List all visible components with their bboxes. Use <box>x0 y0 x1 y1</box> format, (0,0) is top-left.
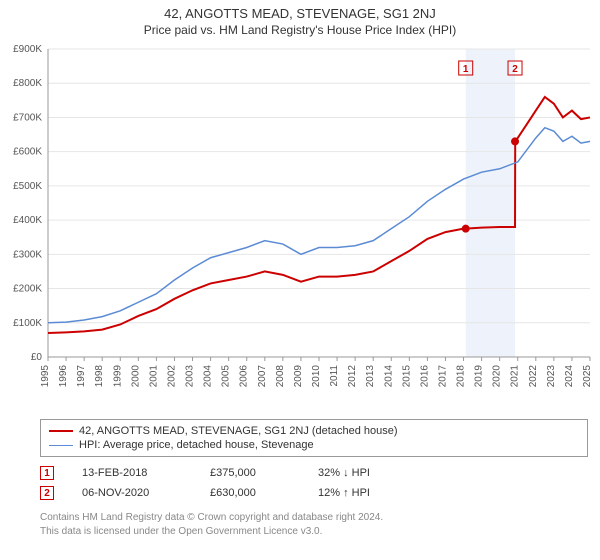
legend-swatch <box>49 445 73 446</box>
marker-date: 13-FEB-2018 <box>82 467 182 479</box>
svg-text:2000: 2000 <box>130 365 141 388</box>
svg-text:2018: 2018 <box>456 365 467 388</box>
svg-text:£0: £0 <box>31 352 43 363</box>
marker-price: £375,000 <box>210 467 290 479</box>
marker-point <box>511 137 519 145</box>
svg-text:2021: 2021 <box>510 365 521 388</box>
marker-number-box: 1 <box>40 466 54 480</box>
svg-text:£700K: £700K <box>13 112 42 123</box>
legend-label: 42, ANGOTTS MEAD, STEVENAGE, SG1 2NJ (de… <box>79 425 398 437</box>
legend-item: 42, ANGOTTS MEAD, STEVENAGE, SG1 2NJ (de… <box>49 424 579 438</box>
svg-text:2022: 2022 <box>528 365 539 388</box>
svg-text:£800K: £800K <box>13 78 42 89</box>
svg-text:2015: 2015 <box>401 365 412 388</box>
svg-text:2020: 2020 <box>492 365 503 388</box>
svg-text:2: 2 <box>512 64 518 75</box>
marker-number-box: 2 <box>40 486 54 500</box>
chart-area: £0 £100K £200K £300K £400K £500K £600K £700K £80… <box>0 43 600 413</box>
legend: 42, ANGOTTS MEAD, STEVENAGE, SG1 2NJ (de… <box>40 419 588 457</box>
svg-text:1997: 1997 <box>76 365 87 388</box>
svg-text:1996: 1996 <box>58 365 69 388</box>
svg-text:2009: 2009 <box>293 365 304 388</box>
svg-text:2005: 2005 <box>221 365 232 388</box>
svg-text:£400K: £400K <box>13 215 42 226</box>
marker-row: 1 13-FEB-2018 £375,000 32% ↓ HPI <box>40 463 588 483</box>
marker-delta: 32% ↓ HPI <box>318 467 370 479</box>
svg-text:2002: 2002 <box>166 365 177 388</box>
svg-text:2017: 2017 <box>437 365 448 388</box>
svg-text:2007: 2007 <box>257 365 268 388</box>
marker-point <box>462 225 470 233</box>
svg-text:2001: 2001 <box>148 365 159 388</box>
footer-line-1: Contains HM Land Registry data © Crown c… <box>40 511 588 525</box>
marker-date: 06-NOV-2020 <box>82 487 182 499</box>
chart-title: 42, ANGOTTS MEAD, STEVENAGE, SG1 2NJ <box>0 0 600 21</box>
svg-text:2016: 2016 <box>419 365 430 388</box>
svg-text:£300K: £300K <box>13 249 42 260</box>
svg-text:2013: 2013 <box>365 365 376 388</box>
svg-text:2012: 2012 <box>347 365 358 388</box>
svg-text:1: 1 <box>463 64 469 75</box>
footer-attribution: Contains HM Land Registry data © Crown c… <box>40 511 588 538</box>
marker-price: £630,000 <box>210 487 290 499</box>
svg-text:2014: 2014 <box>383 365 394 388</box>
marker-delta: 12% ↑ HPI <box>318 487 370 499</box>
footer-line-2: This data is licensed under the Open Gov… <box>40 525 588 539</box>
svg-text:2024: 2024 <box>564 365 575 388</box>
svg-text:2025: 2025 <box>582 365 593 388</box>
svg-text:2019: 2019 <box>474 365 485 388</box>
svg-text:£100K: £100K <box>13 318 42 329</box>
svg-text:1999: 1999 <box>112 365 123 388</box>
marker-table: 1 13-FEB-2018 £375,000 32% ↓ HPI 2 06-NOV-202… <box>40 463 588 503</box>
svg-text:£600K: £600K <box>13 147 42 158</box>
svg-text:2010: 2010 <box>311 365 322 388</box>
svg-text:2008: 2008 <box>275 365 286 388</box>
svg-text:2023: 2023 <box>546 365 557 388</box>
legend-swatch <box>49 430 73 432</box>
svg-text:£500K: £500K <box>13 181 42 192</box>
legend-label: HPI: Average price, detached house, Stev… <box>79 439 314 451</box>
legend-item: HPI: Average price, detached house, Stev… <box>49 438 579 452</box>
chart-subtitle: Price paid vs. HM Land Registry's House … <box>0 21 600 43</box>
svg-text:£200K: £200K <box>13 284 42 295</box>
svg-text:2003: 2003 <box>185 365 196 388</box>
svg-text:2006: 2006 <box>239 365 250 388</box>
svg-text:2011: 2011 <box>329 365 340 387</box>
svg-text:1998: 1998 <box>94 365 105 388</box>
line-chart-svg: £0 £100K £200K £300K £400K £500K £600K £700K £80… <box>0 43 600 413</box>
svg-text:£900K: £900K <box>13 44 42 55</box>
marker-row: 2 06-NOV-2020 £630,000 12% ↑ HPI <box>40 483 588 503</box>
svg-text:1995: 1995 <box>40 365 51 388</box>
svg-text:2004: 2004 <box>203 365 214 388</box>
